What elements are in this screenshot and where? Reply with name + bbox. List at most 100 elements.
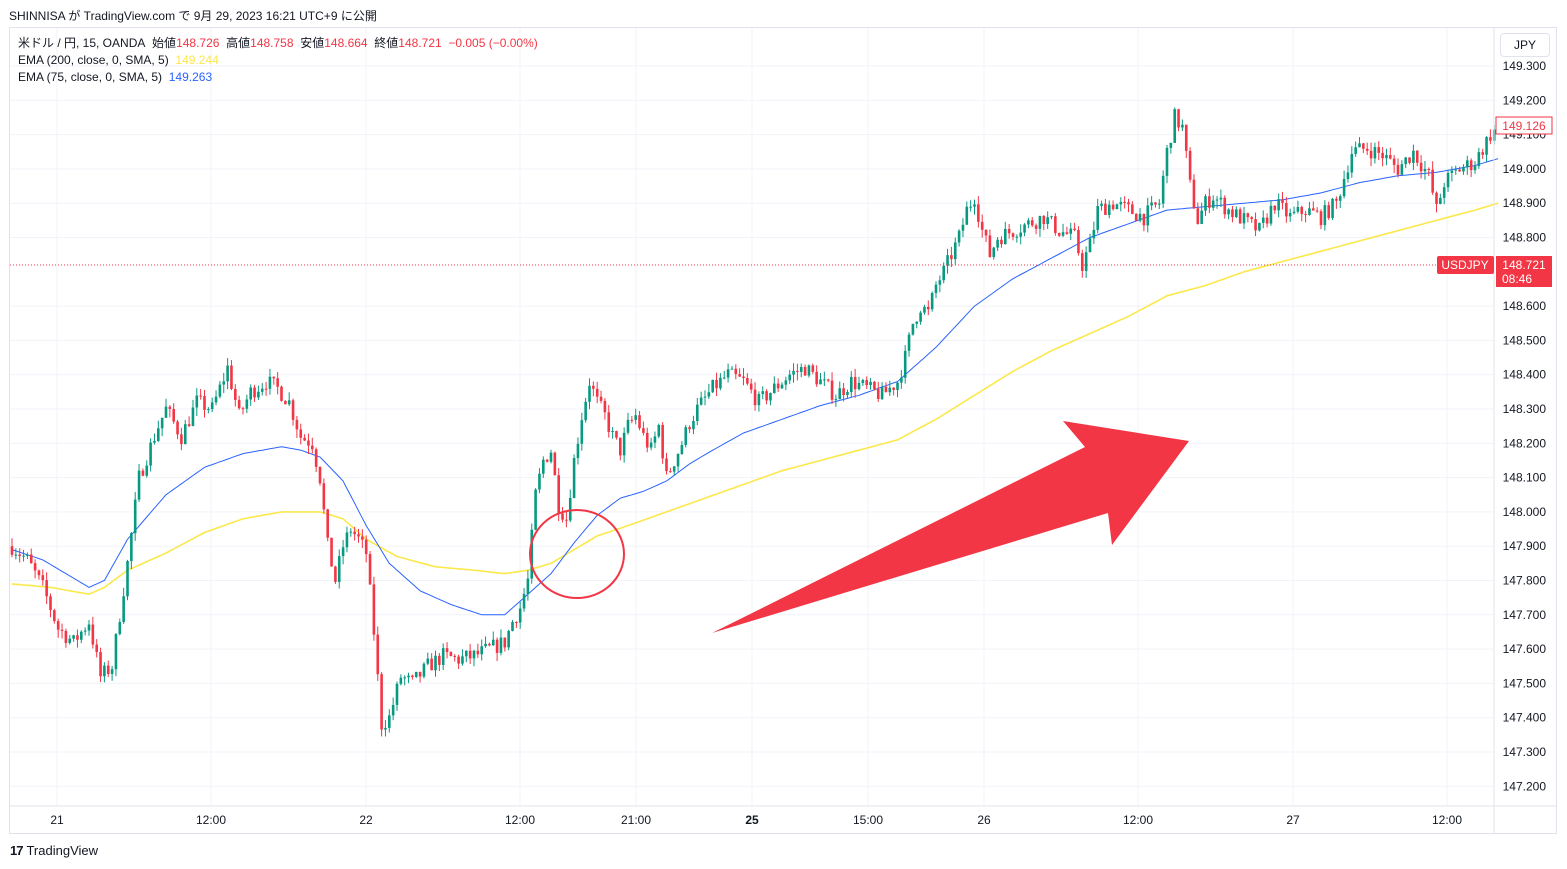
candle-body	[1296, 206, 1300, 212]
candle-body	[180, 434, 183, 445]
price-tick-label: 148.800	[1503, 231, 1547, 245]
candle-body	[326, 509, 329, 538]
price-tick-label: 148.000	[1503, 505, 1547, 519]
candle-body	[199, 395, 202, 397]
candle-body	[1288, 213, 1292, 217]
candle-body	[241, 408, 245, 410]
chart-frame	[9, 27, 1557, 834]
time-tick-label: 12:00	[1123, 813, 1153, 827]
candle-body	[64, 630, 68, 643]
candle-body	[992, 247, 996, 257]
ema200-legend-row[interactable]: EMA (200, close, 0, SMA, 5) 149.244	[18, 52, 538, 69]
candle-body	[977, 204, 980, 222]
candle-body	[1308, 208, 1311, 215]
candle-body	[707, 392, 711, 397]
candle-body	[368, 554, 372, 585]
candle-body	[503, 637, 507, 648]
time-scale[interactable]: 21 12:00 22 12:00 21:00 25 15:00 26 12:00 27 12:00	[50, 813, 1462, 827]
candle-body	[761, 391, 765, 394]
candle-body	[276, 378, 279, 387]
candle-body	[160, 417, 164, 429]
candle-body	[361, 536, 364, 540]
candle-body	[568, 497, 572, 521]
ema75-label: EMA (75, close, 0, SMA, 5)	[18, 70, 163, 84]
candle-body	[403, 677, 406, 679]
countdown-tag: 08:46	[1502, 272, 1532, 286]
candle-body	[884, 386, 888, 393]
candle-body	[260, 388, 264, 392]
price-tick-label: 148.100	[1503, 471, 1547, 485]
candle-body	[953, 242, 957, 260]
candle-body	[1450, 170, 1454, 173]
candle-body	[850, 376, 853, 393]
candle-body	[892, 387, 895, 390]
candle-body	[634, 415, 637, 420]
price-tick-label: 147.600	[1503, 642, 1547, 656]
candle-body	[1331, 198, 1334, 219]
highlight-circle	[529, 509, 625, 599]
candle-body	[457, 656, 460, 664]
candle-body	[661, 424, 664, 459]
candle-body	[776, 383, 780, 389]
ema75-legend-row[interactable]: EMA (75, close, 0, SMA, 5) 149.263	[18, 69, 538, 86]
price-tick-label: 147.200	[1503, 779, 1547, 793]
candle-body	[834, 399, 838, 401]
candle-body	[607, 412, 611, 432]
ema200-line	[11, 202, 1499, 596]
candle-body	[441, 648, 445, 665]
candle-body	[453, 656, 457, 658]
candle-body	[114, 634, 118, 670]
price-tick-label: 147.800	[1503, 574, 1547, 588]
candle-body	[938, 280, 942, 285]
candle-body	[1100, 203, 1103, 206]
candle-body	[1088, 238, 1092, 253]
candle-body	[1007, 228, 1011, 234]
candle-body	[1423, 169, 1427, 172]
candle-body	[29, 554, 33, 564]
candle-body	[1111, 204, 1115, 210]
candle-body	[1019, 232, 1022, 237]
candle-body	[688, 427, 691, 430]
candle-body	[399, 677, 403, 684]
candle-body	[1338, 196, 1342, 201]
candle-body	[153, 440, 156, 443]
candle-body	[480, 646, 483, 655]
currency-button[interactable]: JPY	[1500, 33, 1550, 57]
candle-body	[1304, 213, 1307, 215]
candle-body	[380, 674, 383, 730]
price-scale[interactable]: 149.300149.200149.100149.000148.900148.8…	[1503, 59, 1547, 793]
candle-body	[784, 380, 788, 385]
candle-body	[1107, 204, 1111, 215]
candle-body	[923, 306, 926, 313]
candle-body	[876, 389, 880, 399]
chart-caption: SHINNISA が TradingView.com で 9月 29, 2023…	[9, 9, 377, 23]
candle-body	[103, 665, 106, 677]
low-label: 安値	[300, 36, 325, 50]
candle-body	[684, 427, 688, 445]
candle-body	[1158, 203, 1161, 205]
candle-body	[91, 624, 95, 645]
candle-body	[334, 566, 337, 582]
candle-body	[576, 443, 580, 459]
candle-body	[722, 377, 726, 379]
candle-body	[60, 629, 64, 631]
candle-body	[388, 715, 391, 728]
candle-body	[1231, 209, 1234, 218]
candle-body	[1246, 213, 1250, 218]
candle-body	[1408, 157, 1411, 163]
open-value: 148.726	[176, 36, 220, 50]
candle-body	[665, 458, 668, 472]
price-tick-label: 147.700	[1503, 608, 1547, 622]
time-tick-label: 15:00	[853, 813, 883, 827]
candle-body	[1192, 179, 1196, 209]
candle-body	[719, 377, 722, 389]
symbol-label[interactable]: 米ドル / 円, 15, OANDA	[18, 36, 146, 50]
candle-body	[584, 401, 587, 421]
candle-body	[880, 386, 884, 399]
candle-body	[649, 442, 653, 448]
candle-body	[445, 648, 449, 653]
candle-body	[37, 570, 41, 576]
candle-body	[988, 235, 992, 257]
footer-brand[interactable]: 17 TradingView	[10, 843, 98, 858]
